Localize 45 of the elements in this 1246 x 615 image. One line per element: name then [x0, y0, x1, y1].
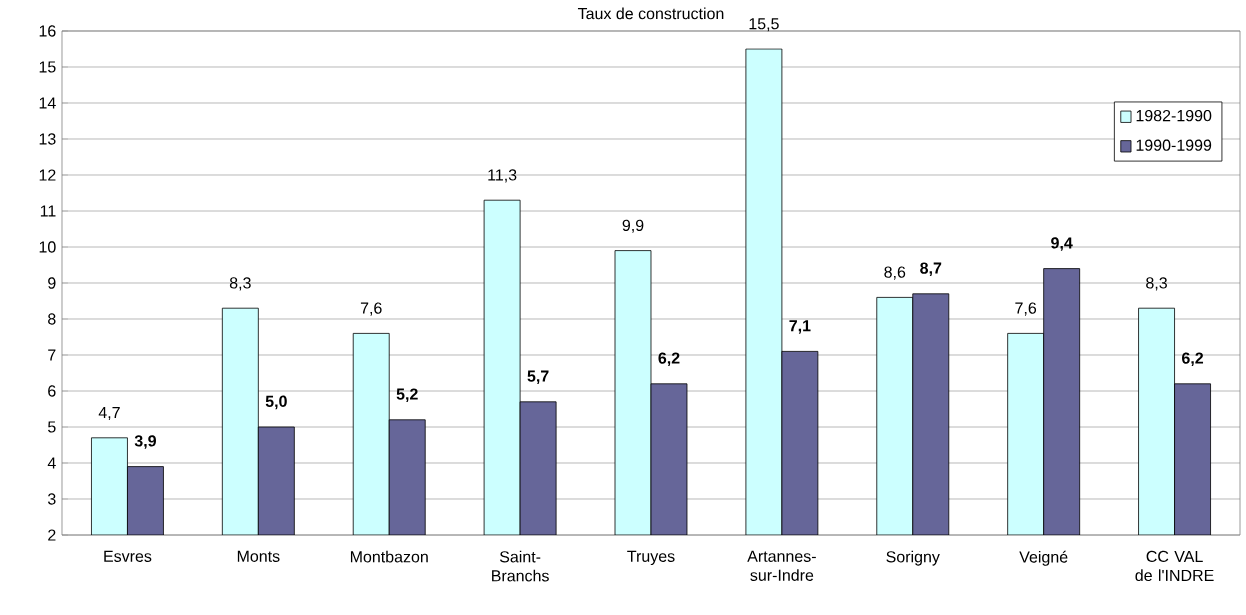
y-tick-label: 11 — [40, 205, 56, 217]
data-label: 7,6 — [1015, 302, 1037, 316]
x-tick-label: Monts — [237, 550, 280, 562]
y-tick-label: 7 — [48, 349, 56, 361]
y-tick-label: 9 — [48, 277, 56, 289]
x-tick-label: Montbazon — [350, 550, 428, 563]
legend-label: 1990-1999 — [1136, 139, 1212, 151]
data-label: 3,9 — [134, 435, 156, 449]
data-label: 6,2 — [1182, 352, 1204, 367]
y-tick-label: 15 — [39, 61, 56, 73]
x-tick-label: Truyes — [627, 550, 675, 566]
data-label: 8,3 — [1146, 277, 1167, 291]
y-tick-label: 16 — [39, 25, 56, 37]
x-tick-label: Sorigny — [886, 550, 940, 566]
chart-title: Taux de construction — [577, 7, 724, 20]
data-label: 5,0 — [265, 395, 287, 410]
x-tick-label: Artannes-sur-Indre — [747, 550, 816, 581]
data-label: 5,2 — [396, 388, 418, 403]
data-label: 9,9 — [622, 219, 644, 233]
x-tick-label: Esvres — [104, 550, 152, 562]
y-tick-label: 12 — [39, 169, 56, 181]
data-label: 7,1 — [789, 320, 811, 334]
x-tick-label: Veigné — [1019, 550, 1068, 566]
legend-label: 1982-1990 — [1136, 109, 1212, 122]
y-tick-label: 4 — [47, 457, 56, 469]
x-tick-label: CC VAL de l'INDRE — [1135, 550, 1214, 582]
x-tick-label: Saint-Branchs — [492, 550, 549, 582]
y-tick-label: 10 — [39, 241, 56, 253]
data-label: 8,6 — [884, 266, 906, 280]
data-label: 11,3 — [488, 169, 517, 183]
data-label: 5,7 — [527, 370, 549, 385]
data-label: 9,4 — [1051, 237, 1073, 251]
y-tick-label: 5 — [48, 421, 56, 433]
data-label: 15,5 — [749, 18, 779, 32]
data-label: 8,7 — [920, 262, 942, 277]
data-label: 4,7 — [98, 407, 120, 421]
data-label: 6,2 — [658, 352, 680, 367]
y-tick-label: 6 — [48, 385, 56, 397]
data-label: 7,6 — [360, 302, 382, 316]
y-tick-label: 8 — [48, 313, 56, 325]
y-tick-label: 2 — [48, 529, 56, 541]
y-tick-label: 13 — [39, 133, 56, 145]
y-tick-label: 3 — [47, 493, 56, 505]
y-tick-label: 14 — [39, 97, 56, 109]
data-label: 8,3 — [229, 277, 251, 291]
